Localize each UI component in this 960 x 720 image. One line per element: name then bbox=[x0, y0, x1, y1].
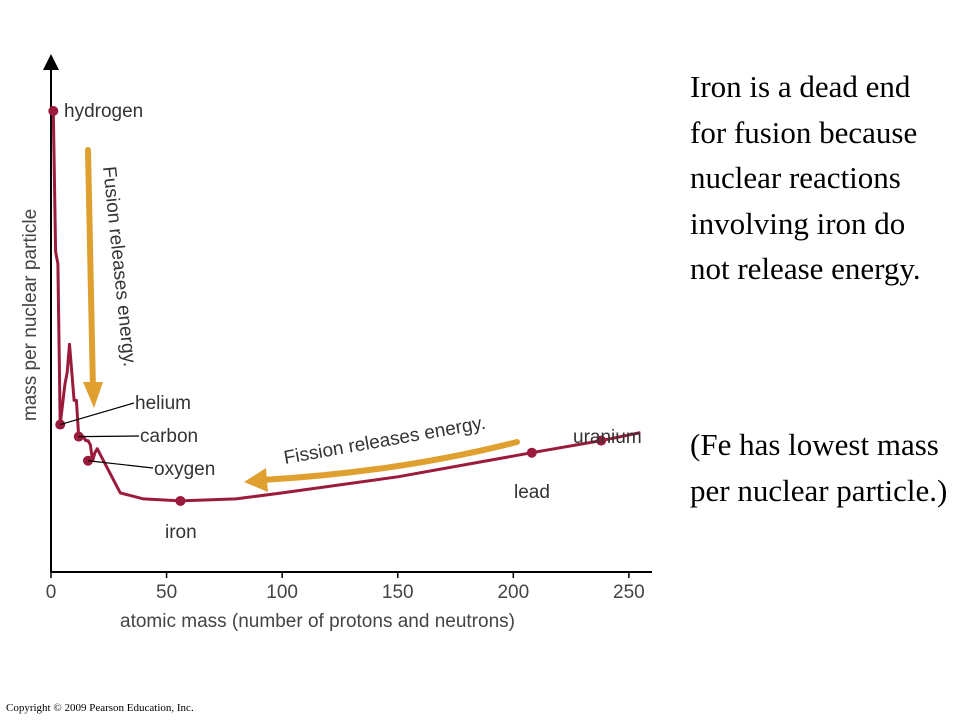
fission-arrow-shaft bbox=[259, 439, 520, 483]
fission-annotation-text: Fission releases energy. bbox=[282, 413, 487, 469]
series-line bbox=[51, 110, 641, 503]
point-label-lead: lead bbox=[514, 482, 550, 503]
data-point-uranium bbox=[596, 435, 607, 446]
x-tick-label: 50 bbox=[156, 582, 177, 603]
point-label-uranium: uranium bbox=[573, 427, 642, 448]
point-label-hydrogen: hydrogen bbox=[64, 101, 143, 122]
point-layer bbox=[48, 106, 607, 506]
explanation-note: (Fe has lowest mass per nuclear particle… bbox=[690, 427, 948, 508]
leader-line-helium bbox=[60, 402, 135, 426]
x-tick-label: 250 bbox=[613, 582, 645, 603]
x-tick-label: 0 bbox=[46, 582, 57, 603]
y-axis-label: mass per nuclear particle bbox=[20, 209, 41, 421]
fusion-annotation-text: Fusion releases energy. bbox=[98, 165, 140, 367]
point-label-helium: helium bbox=[135, 393, 191, 414]
x-tick-label: 150 bbox=[382, 582, 414, 603]
fusion-arrow-head bbox=[83, 382, 103, 408]
fission-arrow-head bbox=[244, 468, 268, 492]
data-point-lead bbox=[526, 447, 537, 458]
copyright-text: Copyright © 2009 Pearson Education, Inc. bbox=[6, 702, 194, 714]
label-layer: hydrogen helium carbon oxygen iron lead uraniu… bbox=[60, 101, 642, 543]
leader-line-oxygen bbox=[87, 460, 154, 469]
x-tick-label: 200 bbox=[497, 582, 529, 603]
point-label-carbon: carbon bbox=[140, 426, 198, 447]
x-axis-label: atomic mass (number of protons and neutr… bbox=[120, 611, 515, 632]
leader-line-carbon bbox=[78, 435, 140, 438]
point-label-iron: iron bbox=[165, 522, 197, 543]
fusion-arrow-shaft bbox=[85, 147, 96, 393]
axes: 0 50 100 150 200 250 atomic mass (number of pr… bbox=[20, 54, 652, 632]
explanation-text: Iron is a dead end for fusion because nu… bbox=[690, 69, 921, 286]
data-point-iron bbox=[175, 495, 186, 506]
series-layer bbox=[51, 110, 641, 503]
point-label-oxygen: oxygen bbox=[154, 459, 215, 480]
data-point-hydrogen bbox=[48, 106, 59, 116]
x-tick-label: 100 bbox=[266, 582, 298, 603]
